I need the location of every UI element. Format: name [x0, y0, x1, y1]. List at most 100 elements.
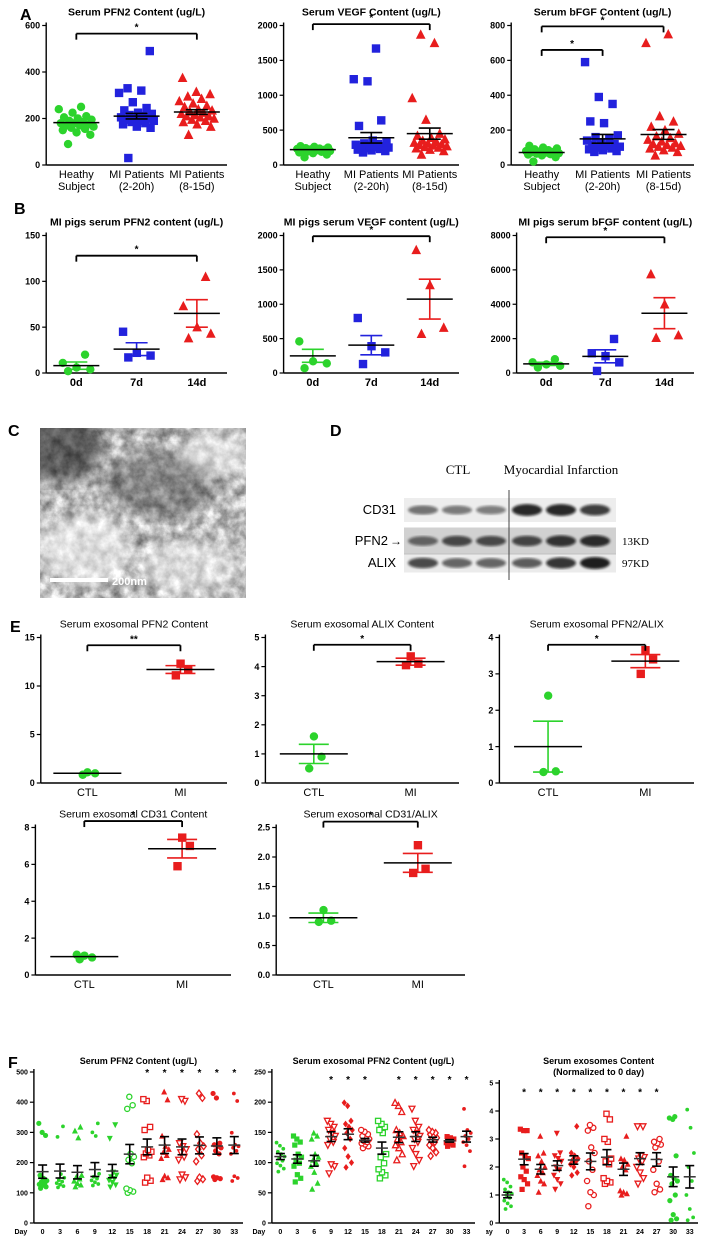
svg-text:7d: 7d [365, 377, 378, 389]
svg-text:0.0: 0.0 [258, 970, 271, 980]
svg-text:(2-20h): (2-20h) [354, 181, 389, 193]
svg-text:(2-20h): (2-20h) [585, 181, 620, 193]
scatter-plot: Serum VEGF Content (ug/L) 0 500 1000 1500 200… [258, 7, 459, 193]
svg-text:500: 500 [16, 1070, 28, 1077]
svg-text:24: 24 [178, 1229, 186, 1236]
svg-text:15: 15 [586, 1229, 594, 1236]
svg-text:0: 0 [254, 778, 259, 788]
svg-text:800: 800 [490, 21, 505, 31]
svg-text:3: 3 [295, 1229, 299, 1236]
svg-text:2.5: 2.5 [258, 823, 271, 833]
svg-text:500: 500 [263, 125, 278, 135]
svg-text:0: 0 [262, 1221, 266, 1228]
scatter-plot: Serum exosomal ALIX Content 0 1 2 3 4 5 CTL MI * [254, 619, 459, 799]
svg-text:0: 0 [489, 1221, 493, 1228]
panel-f-label: F [8, 1055, 18, 1072]
svg-text:*: * [655, 1088, 659, 1099]
scatter-plot: Serum exosomal CD31/ALIX 0.0 0.5 1.0 1.5 2.0 2… [258, 809, 465, 991]
scatter-plot: MI pigs serum VEGF content (ug/L) 0 500 100… [258, 217, 459, 389]
chart-exo-pfn2: Serum exosomal PFN2 Content 0 5 10 15 CTL MI ** [18, 614, 236, 802]
svg-text:24: 24 [412, 1229, 420, 1236]
svg-text:*: * [346, 1075, 350, 1086]
svg-text:21: 21 [395, 1229, 403, 1236]
svg-text:600: 600 [25, 21, 40, 31]
svg-text:*: * [522, 1088, 526, 1099]
svg-text:(2-20h): (2-20h) [119, 181, 154, 193]
scatter-plot: Serum PFN2 Content (ug/L) 0 200 400 600 Heath… [25, 7, 227, 193]
svg-text:24: 24 [636, 1229, 644, 1236]
svg-text:2: 2 [24, 933, 29, 943]
scatter-plot: Serum exosomes Content(Normalized to 0 d… [486, 1056, 698, 1236]
svg-text:0: 0 [278, 1229, 282, 1236]
svg-text:5: 5 [489, 1081, 493, 1088]
svg-text:2: 2 [488, 705, 493, 715]
svg-text:15: 15 [361, 1229, 369, 1236]
svg-text:4: 4 [254, 662, 259, 672]
svg-text:2: 2 [254, 720, 259, 730]
svg-text:0d: 0d [306, 377, 319, 389]
tem-micrograph: 200nm [13, 413, 250, 598]
svg-text:30: 30 [213, 1229, 221, 1236]
svg-text:**: ** [130, 634, 138, 645]
svg-text:(8-15d): (8-15d) [646, 181, 681, 193]
svg-text:Serum exosomal CD31 Content: Serum exosomal CD31 Content [59, 809, 207, 821]
svg-text:27: 27 [653, 1229, 661, 1236]
svg-text:100: 100 [254, 1160, 266, 1167]
svg-text:MI: MI [404, 787, 416, 799]
svg-text:27: 27 [429, 1229, 437, 1236]
svg-text:0: 0 [35, 368, 40, 378]
svg-text:0: 0 [273, 368, 278, 378]
svg-text:Heathy: Heathy [295, 169, 330, 181]
blot-row-label: ALIX [368, 555, 397, 570]
chart-serum-vegf: Serum VEGF Content (ug/L) 0 500 1000 1500 200… [250, 2, 468, 198]
svg-text:0: 0 [506, 1229, 510, 1236]
svg-text:3: 3 [254, 691, 259, 701]
svg-text:6: 6 [76, 1229, 80, 1236]
panel-a-label: A [20, 7, 32, 24]
svg-text:*: * [638, 1088, 642, 1099]
svg-text:*: * [465, 1075, 469, 1086]
chart-exo-alix: Serum exosomal ALIX Content 0 1 2 3 4 5 CTL MI * [248, 614, 468, 802]
svg-text:18: 18 [603, 1229, 611, 1236]
tem-image: 200nm [13, 413, 250, 598]
chart-exo-pfn2-alix: Serum exosomal PFN2/ALIX 0 1 2 3 4 CTL MI * [482, 614, 703, 802]
svg-text:*: * [329, 1075, 333, 1086]
svg-text:Serum exosomal CD31/ALIX: Serum exosomal CD31/ALIX [303, 809, 437, 821]
chart-timecourse-exo-pfn2: Serum exosomal PFN2 Content (ug/L) 0 50 100… [250, 1052, 480, 1238]
svg-text:4: 4 [488, 633, 493, 643]
svg-text:Subject: Subject [58, 181, 95, 193]
svg-text:14d: 14d [655, 377, 674, 389]
svg-text:*: * [572, 1088, 576, 1099]
svg-text:100: 100 [16, 1190, 28, 1197]
scatter-plot: Serum exosomal PFN2/ALIX 0 1 2 3 4 CTL MI * [488, 619, 694, 799]
svg-text:7d: 7d [599, 377, 612, 389]
svg-text:→: → [390, 534, 402, 548]
svg-text:6: 6 [24, 860, 29, 870]
svg-text:5: 5 [254, 633, 259, 643]
svg-text:3: 3 [488, 669, 493, 679]
scatter-plot: Serum exosomal CD31 Content 0 2 4 6 8 CTL MI * [24, 809, 231, 991]
svg-text:(Normalized to 0 day): (Normalized to 0 day) [553, 1067, 644, 1077]
svg-text:CTL: CTL [313, 979, 334, 991]
svg-text:1: 1 [254, 749, 259, 759]
svg-text:600: 600 [490, 56, 505, 66]
svg-text:150: 150 [254, 1130, 266, 1137]
western-blot: CTL Myocardial Infarction CD31 PFN2 → 13KD ALI… [330, 422, 703, 598]
svg-text:Myocardial Infarction: Myocardial Infarction [504, 462, 619, 477]
chart-pig-pfn2: MI pigs serum PFN2 content (ug/L) 0 50 100 1… [18, 212, 236, 392]
svg-text:CTL: CTL [538, 787, 559, 799]
svg-text:1500: 1500 [258, 265, 278, 275]
svg-text:150: 150 [25, 231, 40, 241]
scatter-plot: Serum bFGF Content (ug/L) 0 200 400 600 800 He… [490, 7, 694, 193]
svg-text:*: * [539, 1088, 543, 1099]
svg-text:2000: 2000 [258, 231, 278, 241]
chart-exo-cd31: Serum exosomal CD31 Content 0 2 4 6 8 CTL MI * [18, 804, 240, 994]
svg-text:6000: 6000 [491, 265, 511, 275]
chart-pig-vegf: MI pigs serum VEGF content (ug/L) 0 500 100… [250, 212, 468, 392]
svg-text:0: 0 [41, 1229, 45, 1236]
svg-text:3: 3 [489, 1137, 493, 1144]
chart-timecourse-exosomes: Serum exosomes Content (Normalized to 0 d… [486, 1052, 703, 1238]
svg-text:Serum exosomal PFN2 Content: Serum exosomal PFN2 Content [60, 619, 208, 631]
svg-text:*: * [605, 1088, 609, 1099]
